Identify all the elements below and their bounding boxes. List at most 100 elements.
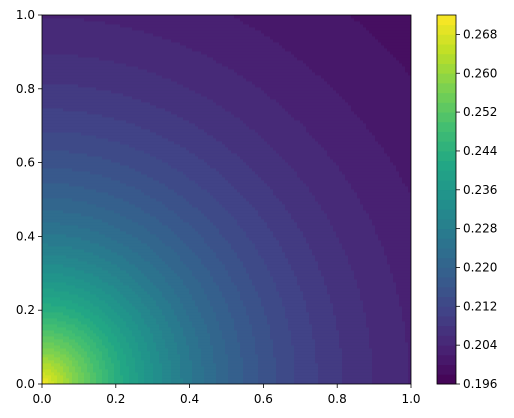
contour-cell xyxy=(168,267,172,271)
contour-cell xyxy=(288,297,292,301)
contour-cell xyxy=(387,363,391,367)
contour-cell xyxy=(75,312,79,316)
contour-cell xyxy=(288,381,292,384)
contour-cell xyxy=(309,342,313,346)
contour-cell xyxy=(264,264,268,268)
contour-cell xyxy=(132,318,136,322)
contour-cell xyxy=(393,309,397,313)
contour-cell xyxy=(153,303,157,307)
contour-cell xyxy=(84,327,88,331)
contour-cell xyxy=(219,348,223,352)
contour-cell xyxy=(378,264,382,268)
contour-cell xyxy=(42,351,46,355)
contour-cell xyxy=(225,357,229,361)
contour-cell xyxy=(54,303,58,307)
contour-cell xyxy=(276,345,280,349)
contour-cell xyxy=(186,345,190,349)
contour-cell xyxy=(399,360,403,364)
contour-cell xyxy=(201,276,205,280)
contour-cell xyxy=(87,321,91,325)
contour-cell xyxy=(201,348,205,352)
contour-cell xyxy=(90,282,94,286)
contour-cell xyxy=(348,339,352,343)
contour-cell xyxy=(282,315,286,319)
contour-cell xyxy=(57,303,61,307)
contour-cell xyxy=(69,318,73,322)
contour-cell xyxy=(42,315,46,319)
contour-cell xyxy=(363,321,367,325)
contour-cell xyxy=(342,309,346,313)
contour-cell xyxy=(108,336,112,340)
contour-cell xyxy=(90,360,94,364)
contour-cell xyxy=(81,267,85,271)
contour-cell xyxy=(126,270,130,274)
contour-cell xyxy=(90,342,94,346)
contour-cell xyxy=(393,375,397,379)
contour-cell xyxy=(228,324,232,328)
contour-cell xyxy=(264,273,268,277)
contour-cell xyxy=(243,315,247,319)
contour-cell xyxy=(63,333,67,337)
contour-cell xyxy=(165,363,169,367)
contour-cell xyxy=(246,288,250,292)
contour-cell xyxy=(75,351,79,355)
contour-cell xyxy=(147,345,151,349)
contour-cell xyxy=(57,360,61,364)
contour-cell xyxy=(399,270,403,274)
contour-cell xyxy=(372,363,376,367)
contour-cell xyxy=(255,279,259,283)
contour-cell xyxy=(213,381,217,384)
contour-cell xyxy=(369,279,373,283)
contour-cell xyxy=(261,345,265,349)
contour-cell xyxy=(408,303,411,307)
contour-cell xyxy=(195,357,199,361)
contour-cell xyxy=(186,261,190,265)
contour-cell xyxy=(81,369,85,373)
contour-cell xyxy=(384,378,388,382)
contour-cell xyxy=(357,372,361,376)
contour-cell xyxy=(300,378,304,382)
contour-cell xyxy=(147,318,151,322)
contour-cell xyxy=(276,348,280,352)
contour-cell xyxy=(72,366,76,370)
contour-cell xyxy=(372,348,376,352)
contour-cell xyxy=(408,279,411,283)
contour-cell xyxy=(201,309,205,313)
contour-cell xyxy=(345,285,349,289)
contour-cell xyxy=(243,348,247,352)
contour-cell xyxy=(375,306,379,310)
contour-cell xyxy=(159,300,163,304)
contour-cell xyxy=(111,348,115,352)
contour-cell xyxy=(48,261,52,265)
contour-cell xyxy=(330,378,334,382)
contour-cell xyxy=(42,270,46,274)
contour-cell xyxy=(123,282,127,286)
contour-cell xyxy=(240,300,244,304)
contour-cell xyxy=(312,327,316,331)
contour-cell xyxy=(267,300,271,304)
contour-cell xyxy=(390,321,394,325)
contour-cell xyxy=(399,306,403,310)
contour-cell xyxy=(159,276,163,280)
contour-cell xyxy=(87,306,91,310)
contour-cell xyxy=(114,297,118,301)
contour-cell xyxy=(408,264,411,268)
contour-cell xyxy=(408,294,411,298)
contour-cell xyxy=(114,324,118,328)
contour-cell xyxy=(78,333,82,337)
contour-cell xyxy=(51,381,55,384)
contour-cell xyxy=(78,327,82,331)
contour-cell xyxy=(225,312,229,316)
contour-cell xyxy=(132,327,136,331)
contour-cell xyxy=(180,276,184,280)
contour-cell xyxy=(282,345,286,349)
contour-cell xyxy=(330,300,334,304)
contour-cell xyxy=(120,378,124,382)
contour-cell xyxy=(345,354,349,358)
contour-cell xyxy=(363,330,367,334)
contour-cell xyxy=(75,354,79,358)
contour-cell xyxy=(321,309,325,313)
contour-cell xyxy=(315,360,319,364)
contour-cell xyxy=(303,270,307,274)
contour-cell xyxy=(120,297,124,301)
